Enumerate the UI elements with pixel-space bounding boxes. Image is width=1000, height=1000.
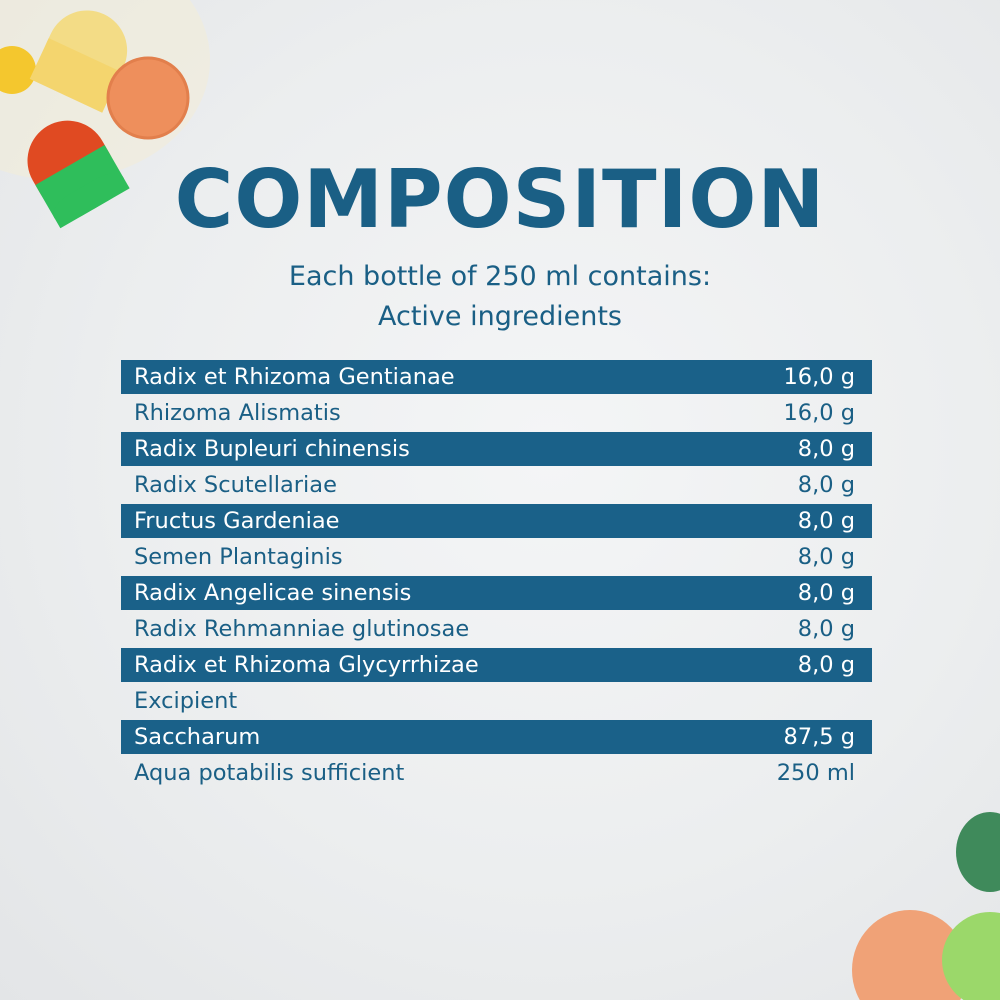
ingredient-row: Radix Angelicae sinensis 8,0 g [121, 576, 872, 610]
ingredient-amount: 250 ml [776, 760, 855, 786]
ingredient-amount: 8,0 g [797, 508, 855, 534]
ingredient-row: Radix Scutellariae 8,0 g [121, 466, 872, 504]
ingredient-amount: 8,0 g [797, 544, 855, 570]
ingredient-name: Aqua potabilis sufficient [134, 760, 405, 786]
ingredients-table: Radix et Rhizoma Gentianae 16,0 g Rhizom… [121, 360, 872, 792]
ingredient-name: Radix Bupleuri chinensis [134, 436, 410, 462]
ingredient-row: Fructus Gardeniae 8,0 g [121, 504, 872, 538]
ingredient-row: Radix Bupleuri chinensis 8,0 g [121, 432, 872, 466]
excipient-heading: Excipient [134, 688, 238, 714]
ingredient-name: Radix et Rhizoma Glycyrrhizae [134, 652, 479, 678]
ingredient-name: Saccharum [134, 724, 261, 750]
ingredient-row: Rhizoma Alismatis 16,0 g [121, 394, 872, 432]
ingredient-row: Radix et Rhizoma Gentianae 16,0 g [121, 360, 872, 394]
subtitle-line-1: Each bottle of 250 ml contains: [288, 261, 712, 292]
ingredient-name: Fructus Gardeniae [134, 508, 340, 534]
ingredient-name: Semen Plantaginis [134, 544, 343, 570]
ingredient-amount: 16,0 g [783, 364, 855, 390]
pills-top-left-image [0, 0, 210, 229]
ingredient-amount: 8,0 g [797, 436, 855, 462]
page-title: COMPOSITION [174, 153, 826, 246]
pills-bottom-right-image [852, 812, 1000, 1000]
ingredient-row: Radix et Rhizoma Glycyrrhizae 8,0 g [121, 648, 872, 682]
ingredient-amount: 16,0 g [783, 400, 855, 426]
ingredient-row: Aqua potabilis sufficient 250 ml [121, 754, 872, 792]
subtitle-line-2: Active ingredients [378, 301, 622, 332]
ingredient-row: Radix Rehmanniae glutinosae 8,0 g [121, 610, 872, 648]
ingredient-amount: 8,0 g [797, 652, 855, 678]
ingredient-name: Rhizoma Alismatis [134, 400, 341, 426]
ingredient-name: Radix Angelicae sinensis [134, 580, 412, 606]
ingredient-row: Semen Plantaginis 8,0 g [121, 538, 872, 576]
ingredient-amount: 8,0 g [797, 580, 855, 606]
ingredient-row: Saccharum 87,5 g [121, 720, 872, 754]
ingredient-name: Radix Scutellariae [134, 472, 337, 498]
ingredient-name: Radix Rehmanniae glutinosae [134, 616, 470, 642]
ingredient-amount: 87,5 g [783, 724, 855, 750]
ingredient-amount: 8,0 g [797, 616, 855, 642]
ingredient-name: Radix et Rhizoma Gentianae [134, 364, 455, 390]
excipient-heading-row: Excipient [121, 682, 872, 720]
ingredient-amount: 8,0 g [797, 472, 855, 498]
